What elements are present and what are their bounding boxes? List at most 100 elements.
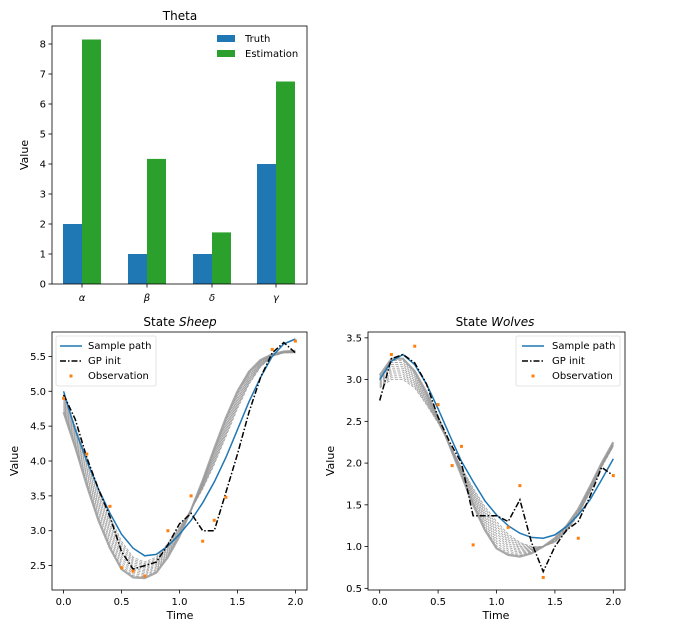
legend-swatch-estimation <box>217 50 235 57</box>
sheep-title: State Sheep <box>143 315 217 329</box>
wolves-gp-init-line <box>378 353 614 574</box>
wolves-observation-point <box>576 536 580 540</box>
wolves-observation-point <box>389 353 393 357</box>
wolves-xtick-label: 0.0 <box>372 597 388 608</box>
sheep-observation-point <box>201 539 205 543</box>
sheep-legend: Sample path GP init Observation <box>55 335 157 387</box>
bar-truth-1 <box>128 254 147 284</box>
sheep-iterate-line <box>63 351 296 567</box>
theta-ytick-label: 3 <box>40 190 46 201</box>
sheep-iterate-line <box>62 349 296 580</box>
sheep-ytick-label: 2.5 <box>30 561 46 572</box>
sheep-panel: State Sheep 2.5 3.0 3.5 4.0 4.5 5.0 5.5 0.0 0.5… <box>8 315 308 622</box>
wolves-iterate-line <box>378 357 615 558</box>
sheep-iterate-line <box>63 351 296 573</box>
theta-ytick-label: 1 <box>40 250 46 261</box>
sheep-ytick-label: 4.0 <box>30 457 46 468</box>
sheep-ytick-label: 5.0 <box>30 387 46 398</box>
sheep-observation-point <box>224 495 228 499</box>
wolves-observation-point <box>459 444 463 448</box>
wolves-yticks: 0.5 1.0 1.5 2.0 2.5 3.0 3.5 <box>346 333 368 595</box>
theta-title: Theta <box>162 9 197 23</box>
wolves-iterate-line <box>379 362 614 555</box>
sheep-observation-point <box>131 569 135 573</box>
theta-ytick-label: 8 <box>40 40 46 51</box>
wolves-ytick-label: 1.0 <box>346 542 362 553</box>
wolves-observation-point <box>450 464 454 468</box>
bar-truth-3 <box>257 164 276 284</box>
wolves-panel: State Wolves 0.51.01.52.02.53.03.5 0.0 0.… <box>324 315 626 622</box>
wolves-title-italic: Wolves <box>491 315 534 329</box>
theta-panel: Theta 0 1 2 3 4 5 6 7 8 α β δ γ Value Truth Estimat… <box>18 9 308 304</box>
wolves-iterate-line <box>379 371 614 550</box>
theta-ylabel: Value <box>18 140 31 170</box>
sheep-observation-point <box>120 566 124 570</box>
wolves-ytick-label: 3.5 <box>346 333 362 344</box>
wolves-legend-label-obs: Observation <box>552 371 613 382</box>
sheep-plot-area <box>62 338 297 580</box>
sheep-xtick-label: 1.0 <box>172 597 188 608</box>
sheep-legend-swatch-obs <box>69 374 73 378</box>
sheep-gp-init-line <box>62 341 296 570</box>
theta-xtick-label: α <box>79 293 86 304</box>
sheep-iterate-line <box>63 352 296 565</box>
wolves-iterate-line <box>379 369 614 551</box>
wolves-iterate-line <box>379 377 614 548</box>
theta-ytick-label: 6 <box>40 100 46 111</box>
wolves-observation-point <box>518 484 522 488</box>
sheep-xtick-label: 0.5 <box>114 597 130 608</box>
wolves-ytick-label: 2.0 <box>346 459 362 470</box>
sheep-observation-point <box>212 518 216 522</box>
wolves-observation-point <box>506 525 510 529</box>
sheep-ytick-label: 3.5 <box>30 491 46 502</box>
sheep-ylabel: Value <box>8 446 21 476</box>
bar-estimation-0 <box>82 39 101 284</box>
bar-estimation-1 <box>147 158 166 284</box>
wolves-xtick-label: 1.0 <box>489 597 505 608</box>
theta-bars <box>63 39 295 284</box>
bar-estimation-3 <box>276 81 295 284</box>
sheep-observation-point <box>189 494 193 498</box>
wolves-xticks: 0.0 0.5 1.0 1.5 2.0 <box>372 590 621 608</box>
sheep-legend-box <box>55 335 157 387</box>
sheep-ytick-label: 3.0 <box>30 526 46 537</box>
legend-swatch-truth <box>217 35 235 42</box>
sheep-yticks: 2.5 3.0 3.5 4.0 4.5 5.0 5.5 <box>30 352 52 572</box>
sheep-observation-point <box>293 339 297 343</box>
wolves-sample-path-line <box>379 353 614 539</box>
sheep-title-italic: Sheep <box>179 315 217 329</box>
wolves-iterate-line <box>379 373 614 549</box>
wolves-legend-label-gp: GP init <box>552 356 585 367</box>
bar-truth-0 <box>63 224 82 284</box>
wolves-title: State Wolves <box>456 315 535 329</box>
sheep-xticks: 0.0 0.5 1.0 1.5 2.0 <box>56 590 303 608</box>
wolves-ytick-label: 2.5 <box>346 417 362 428</box>
sheep-legend-label-gp: GP init <box>88 356 121 367</box>
legend-label-estimation: Estimation <box>245 49 298 60</box>
wolves-legend-label-sample: Sample path <box>552 341 615 352</box>
sheep-iterate-line <box>63 351 296 572</box>
wolves-legend: Sample path GP init Observation <box>515 335 621 387</box>
sheep-xlabel: Time <box>166 609 194 622</box>
wolves-observation-point <box>471 543 475 547</box>
wolves-xtick-label: 1.5 <box>547 597 563 608</box>
wolves-xtick-label: 2.0 <box>605 597 621 608</box>
sheep-xtick-label: 2.0 <box>287 597 303 608</box>
sheep-legend-label-sample: Sample path <box>88 341 151 352</box>
legend-label-truth: Truth <box>244 34 270 45</box>
theta-legend: Truth Estimation <box>217 34 298 60</box>
wolves-ytick-label: 1.5 <box>346 500 362 511</box>
wolves-plot-area <box>378 344 615 579</box>
theta-ytick-label: 7 <box>40 70 46 81</box>
sheep-xtick-label: 0.0 <box>56 597 72 608</box>
theta-yticks: 0 1 2 3 4 5 6 7 8 <box>40 40 52 291</box>
sheep-iterate-line <box>63 352 296 566</box>
wolves-observation-point <box>541 575 545 579</box>
sheep-observation-point <box>166 529 170 533</box>
wolves-legend-box <box>515 335 621 387</box>
theta-xtick-label: β <box>143 293 151 304</box>
theta-ytick-label: 4 <box>40 160 46 171</box>
wolves-observation-point <box>413 344 417 348</box>
